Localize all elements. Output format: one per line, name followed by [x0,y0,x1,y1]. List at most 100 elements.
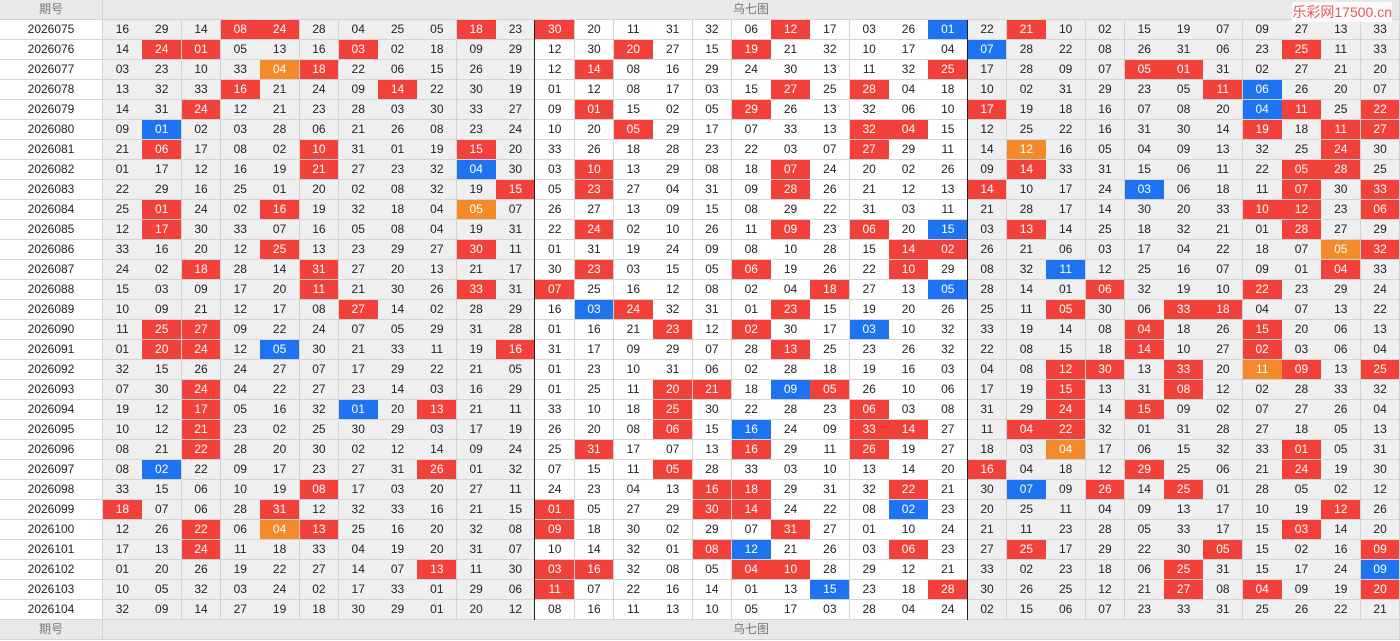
number-cell: 18 [967,440,1008,460]
number-cell: 12 [181,160,222,180]
number-cell: 14 [692,580,733,600]
number-cell: 08 [103,440,143,460]
number-cell: 08 [299,480,340,500]
number-cell: 23 [810,400,851,420]
number-cell: 03 [849,20,890,40]
number-cell: 33 [731,460,772,480]
number-cell: 25 [378,20,418,40]
period: 2026100 [0,520,103,540]
number-cell: 22 [1321,600,1362,620]
number-cell: 22 [338,60,379,80]
number-cell: 22 [181,460,222,480]
number-cell: 27 [928,420,969,440]
number-cell: 16 [378,520,418,540]
number-cell: 04 [417,200,458,220]
number-cell: 20 [1203,360,1244,380]
number-cell: 10 [574,400,615,420]
number-cell: 28 [810,560,851,580]
number-cell: 13 [613,160,654,180]
number-cell: 32 [928,320,969,340]
number-cell: 13 [928,180,969,200]
number-cell: 06 [849,220,890,240]
number-cell: 23 [1124,600,1165,620]
number-cell: 20 [1164,200,1204,220]
number-cell: 09 [181,280,222,300]
number-cell: 31 [1203,560,1244,580]
period: 2026094 [0,400,103,420]
number-cell: 01 [653,540,694,560]
number-cell: 01 [378,140,418,160]
number-cell: 04 [771,280,811,300]
number-cell: 26 [1360,500,1400,520]
number-cell: 06 [181,500,222,520]
number-cell: 27 [1321,220,1362,240]
number-cell: 23 [574,360,615,380]
number-cell: 06 [1203,460,1244,480]
number-cell: 03 [889,200,929,220]
number-cell: 19 [849,360,890,380]
number-cell: 14 [889,240,929,260]
number-cell: 29 [1006,400,1047,420]
number-cell: 12 [535,60,576,80]
number-cell: 12 [1085,260,1126,280]
number-cell: 03 [1006,440,1047,460]
number-cell: 30 [1085,300,1126,320]
number-cell: 13 [1321,20,1362,40]
number-cell: 26 [1282,80,1322,100]
number-cell: 32 [417,160,458,180]
number-cell: 23 [1321,200,1362,220]
number-cell: 24 [181,340,222,360]
number-cell: 07 [496,540,536,560]
number-cell: 12 [574,80,615,100]
number-cell: 23 [849,340,890,360]
number-cell: 04 [613,480,654,500]
number-cell: 11 [1242,360,1283,380]
number-cell: 18 [928,80,969,100]
number-cell: 20 [456,600,497,620]
number-cell: 17 [338,580,379,600]
number-cell: 04 [731,560,772,580]
number-cell: 33 [535,400,576,420]
period: 2026101 [0,540,103,560]
number-cell: 21 [260,80,300,100]
number-cell: 21 [967,200,1008,220]
number-cell: 33 [1164,520,1204,540]
number-cell: 17 [142,220,183,240]
number-cell: 31 [142,100,183,120]
number-cell: 20 [1360,60,1400,80]
number-cell: 05 [1321,440,1362,460]
number-cell: 22 [1242,160,1283,180]
number-cell: 06 [889,100,929,120]
number-cell: 05 [1085,140,1126,160]
number-cell: 28 [1282,380,1322,400]
number-cell: 27 [496,100,536,120]
number-cell: 30 [1321,180,1362,200]
number-cell: 04 [338,20,379,40]
number-cell: 22 [613,580,654,600]
number-cell: 01 [928,20,969,40]
number-cell: 21 [928,480,969,500]
number-cell: 17 [889,40,929,60]
period: 2026086 [0,240,103,260]
number-cell: 13 [299,520,340,540]
number-cell: 02 [1242,380,1283,400]
number-cell: 16 [692,480,733,500]
number-cell: 32 [338,500,379,520]
number-cell: 20 [299,180,340,200]
number-cell: 33 [1360,260,1400,280]
number-cell: 18 [574,520,615,540]
number-cell: 14 [260,260,300,280]
number-cell: 31 [692,180,733,200]
number-cell: 24 [653,240,694,260]
number-cell: 10 [889,380,929,400]
number-cell: 31 [1124,380,1165,400]
number-cell: 14 [378,80,418,100]
number-cell: 02 [731,280,772,300]
number-cell: 09 [1360,540,1400,560]
number-cell: 12 [692,320,733,340]
number-cell: 25 [928,60,969,80]
number-cell: 15 [1124,20,1165,40]
number-cell: 24 [260,20,300,40]
number-cell: 13 [810,120,851,140]
number-cell: 06 [1321,320,1362,340]
